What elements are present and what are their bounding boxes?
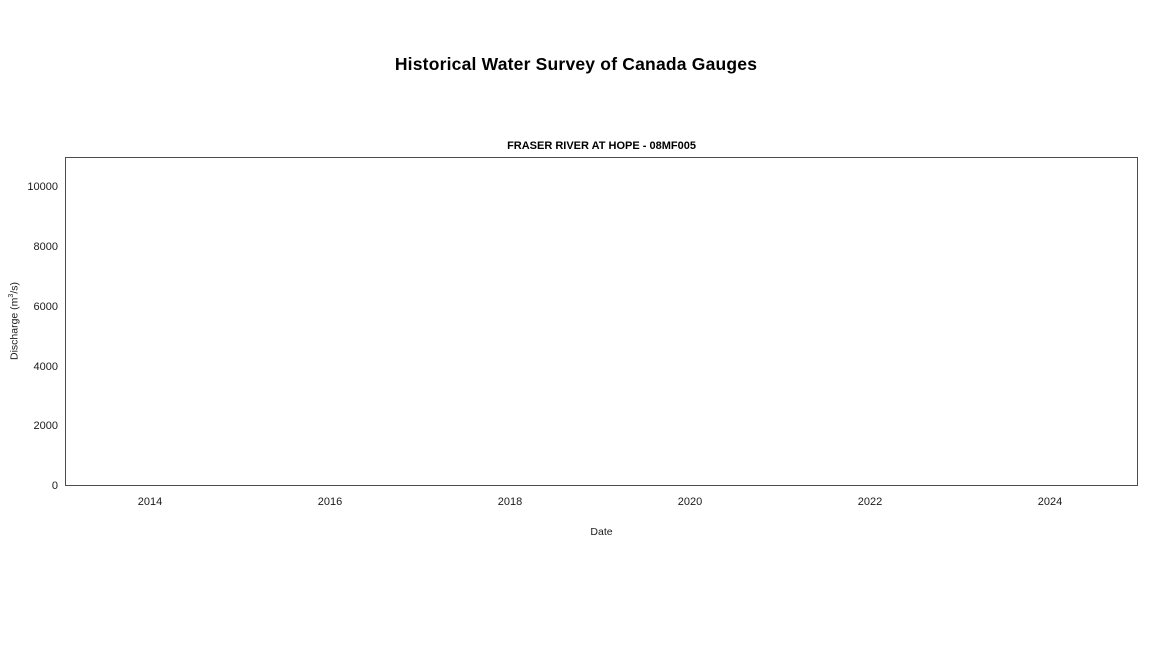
x-tick-label: 2016	[317, 496, 343, 508]
figure-title: Historical Water Survey of Canada Gauges	[394, 54, 758, 74]
y-tick-label: 8000	[33, 241, 58, 254]
y-tick-label: 2000	[33, 420, 58, 433]
plot-frame	[65, 157, 1138, 486]
axes-title: FRASER RIVER AT HOPE - 08MF005	[507, 140, 696, 152]
y-tick-label: 0	[51, 480, 58, 493]
x-tick-label: 2024	[1037, 496, 1063, 508]
x-axis-label: Date	[590, 526, 613, 538]
y-tick-label: 4000	[33, 360, 58, 373]
y-axis-label-suffix: /s)	[8, 281, 21, 294]
y-tick-label: 10000	[27, 181, 58, 194]
x-tick-label: 2020	[677, 496, 703, 508]
y-axis-label: Discharge (m3/s)	[8, 282, 21, 360]
x-tick-label: 2018	[497, 496, 523, 508]
x-tick-label: 2014	[137, 496, 163, 508]
y-tick-label: 6000	[33, 300, 58, 313]
x-tick-label: 2022	[857, 496, 883, 508]
y-axis-label-sup: 3	[7, 293, 15, 298]
